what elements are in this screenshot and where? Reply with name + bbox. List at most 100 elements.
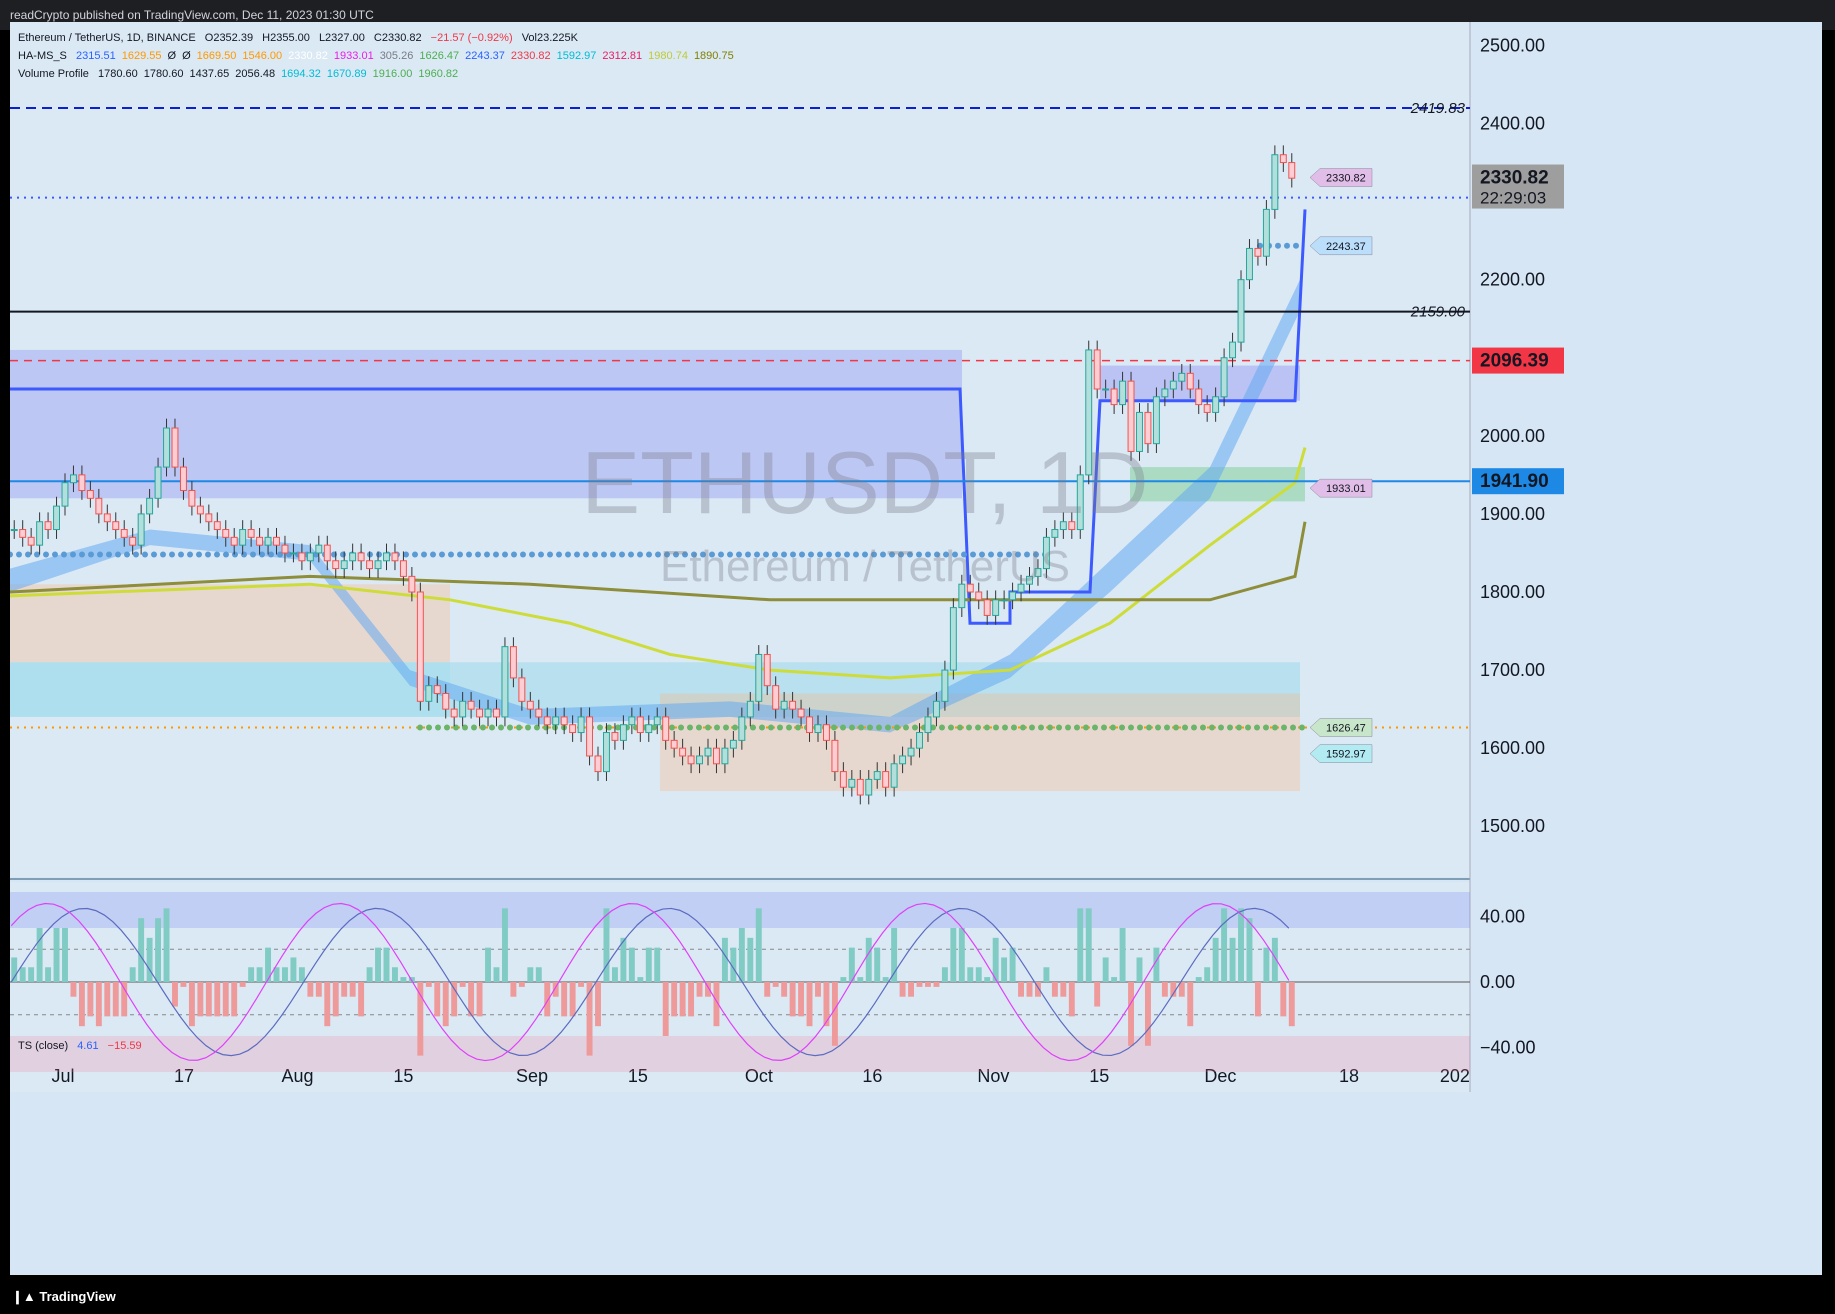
dot-marker [943,551,949,558]
candle [273,536,280,546]
candle [704,747,712,757]
chart-frame[interactable]: 2419.83 2159.00 1500.00 1600.00 1700.00 1800.… [10,22,1822,1275]
candle [408,575,416,593]
ts-hist-bar [561,982,568,1017]
ts-hist-bar [781,982,788,997]
dot-marker-green [1092,724,1098,731]
dot-marker-blue-top [1293,242,1299,249]
ts-hist-bar [569,982,576,1017]
dot-marker-green [1074,724,1080,731]
ts-hist-bar [129,967,136,982]
dot-marker-green [714,724,720,731]
ts-hist-bar [163,908,170,982]
dot-marker-green [939,724,945,731]
time-tick-6: Oct [745,1066,773,1086]
candle [1212,396,1220,413]
dot-marker [808,551,814,558]
candle [1246,247,1253,281]
ts-hist-bar [848,947,855,982]
cyan-zone-1 [10,662,450,717]
legend-open: O2352.39 [204,32,254,44]
candle [188,489,196,507]
ts-hist-bar [1246,918,1253,982]
candle [772,685,780,710]
dot-marker [961,551,967,558]
ts-hist-bar [603,908,610,982]
ts-hist-bar [70,982,77,997]
candle [797,708,805,718]
time-tick-8: Nov [977,1066,1009,1086]
published-text: readCrypto published on TradingView.com,… [10,8,374,22]
ts-hist-bar [510,982,517,997]
ts-hist-bar [840,977,847,982]
value-tag-text-0: 2330.82 [1326,173,1366,185]
candle [44,521,52,531]
price-tick-7: 2400.00 [1480,114,1545,134]
legend-vp-value-3: 2056.48 [235,68,276,80]
dot-marker-green [1272,724,1278,731]
candle [822,724,830,741]
dot-marker [637,551,643,558]
candle [907,747,915,757]
candle [1127,380,1135,452]
dot-marker [970,551,976,558]
ts-hist-bar [899,982,906,997]
candle [789,700,797,710]
legend-hams[interactable]: HA-MS_S 2315.51 1629.55 Ø Ø 1669.50 1546.00 23… [18,50,740,62]
ts-hist-bar [984,977,991,982]
candle [899,755,907,765]
price-tick-3: 1800.00 [1480,582,1545,602]
ts-hist-bar [806,982,813,1027]
candle [357,552,365,562]
legend-ts-v1: 4.61 [77,1040,99,1052]
price-chart[interactable]: 2419.83 2159.00 1500.00 1600.00 1700.00 1800.… [10,22,1822,1275]
ts-hist-bar [941,967,948,982]
dot-marker [655,551,661,558]
candle [86,489,94,499]
footer-bar: ❙▲ TradingView [0,1280,1835,1314]
dot-marker-blue-top [1284,242,1290,249]
time-tick-9: 15 [1089,1066,1109,1086]
dot-marker [268,551,274,558]
dot-marker-green [687,724,693,731]
candle [636,716,644,734]
legend-ts[interactable]: TS (close) 4.61 −15.59 [18,1040,148,1052]
ts-hist-bar [1221,908,1228,982]
candle [746,700,754,718]
ts-hist-bar [518,982,525,987]
candle [179,466,187,491]
candle [289,552,297,555]
dot-marker [124,551,130,558]
ts-hist-bar [1018,982,1025,997]
ts-hist-bar [1178,982,1185,997]
ts-hist-bar [628,947,635,982]
legend-volume-profile[interactable]: Volume Profile 1780.60 1780.60 1437.65 2056… [18,68,464,80]
dot-marker-green [516,724,522,731]
ts-hist-bar [1238,908,1244,982]
price-tick-5: 2000.00 [1480,426,1545,446]
value-tag-4 [1309,744,1373,763]
ts-hist-bar [138,918,145,982]
dot-marker-green [615,724,621,731]
dot-marker [187,551,193,558]
candle [1085,349,1093,476]
yellow-step-line [10,447,1307,680]
candle [1026,575,1033,585]
dot-marker-green [1227,724,1233,731]
dot-marker [907,551,913,558]
dot-marker [412,551,418,558]
dot-marker [115,551,121,558]
ts-hist-bar [671,982,678,1017]
candle [560,716,568,726]
ts-hist-bar [713,982,720,1027]
ts-hist-bar [688,982,695,1017]
legend-symbol[interactable]: Ethereum / TetherUS, 1D, BINANCE O2352.3… [18,32,584,44]
dot-marker-green [1281,724,1287,731]
ts-hist-bar [417,982,424,1056]
ts-hist-bar [78,982,85,1027]
candle [433,685,441,695]
ts-hist-bar [1009,947,1016,982]
dot-marker [565,551,571,558]
tradingview-logo-icon[interactable]: ❙▲ TradingView [12,1289,116,1304]
dot-marker [61,551,67,558]
